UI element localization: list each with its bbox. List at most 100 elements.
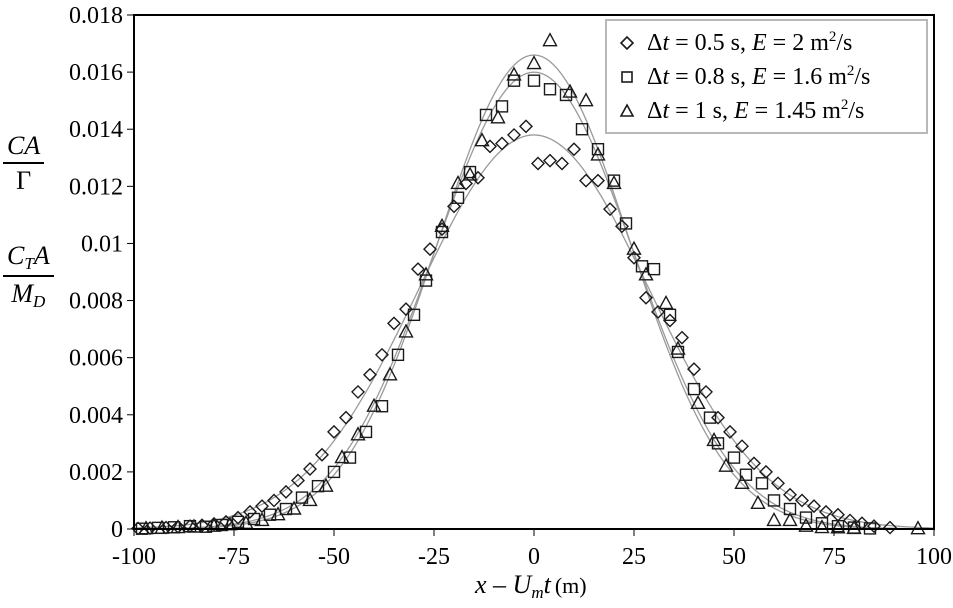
square-point [527,74,541,87]
diamond-point [507,127,521,142]
triangle-point [606,175,622,190]
square-point [591,143,605,156]
square-point [279,502,293,516]
triangle-point [302,491,318,507]
diamond-point [567,142,581,157]
y-tick-label: 0.006 [69,346,123,372]
diamond-point [243,504,257,519]
square-point [199,520,213,533]
axes: 0 0.002 0.004 0.006 0.008 0.01 0.012 0.014 0.016… [69,3,952,570]
x-tick-label: 100 [916,544,952,570]
y-label-numerator-2: CTA [3,243,54,277]
diamond-point [579,173,593,188]
legend-item-dt05: Δt = 0.5 s, E = 2 m2/s [607,27,852,59]
square-point [507,74,521,87]
x-label-subscript: m [531,583,544,602]
triangle-point [334,449,350,464]
square-point [327,465,341,479]
diamond-point [375,347,389,362]
y-label-a: A [33,241,50,270]
triangle-point [206,517,222,532]
square-point [635,260,649,273]
square-point [619,217,633,230]
diamond-point [627,250,641,265]
y-label-m: M [11,279,34,308]
triangle-point [450,175,466,190]
triangle-point [638,266,654,281]
y-label-m-subscript: D [33,292,46,311]
triangle-marker-icon [607,103,647,119]
square-point [711,437,725,450]
diamond-point [411,262,425,277]
y-tick-label: 0 [111,517,123,543]
diamond-point [723,424,737,439]
x-tick-label: 0 [528,544,540,570]
y-tick-label: 0.016 [69,60,123,86]
diamond-point [771,476,785,491]
legend-label: Δt = 0.8 s, E = 1.6 m2/s [647,63,871,90]
triangle-point [382,366,398,381]
x-label-minus: – [486,570,513,599]
fit-curve [133,71,935,530]
diamond-point [795,493,809,508]
triangle-point [462,166,478,181]
square-point [343,451,357,464]
triangle-point [590,146,606,161]
diamond-point [483,139,497,154]
triangle-point [366,397,382,412]
diamond-point [231,510,245,525]
triangle-point [910,520,926,535]
square-point [755,477,769,490]
diamond-point [327,424,341,439]
triangle-point [286,500,302,515]
diamond-point [883,520,897,535]
triangle-point [782,511,798,527]
y-axis-label-normalized: CTA MD [3,243,54,310]
triangle-point [690,394,706,410]
legend: Δt = 0.5 s, E = 2 m2/s Δt = 0.8 s, E = 1… [605,19,928,134]
square-point [703,411,717,424]
x-tick-label: 75 [822,544,846,570]
square-point [263,508,277,521]
triangle-point [506,66,522,81]
triangle-point [318,477,334,492]
triangle-point [734,474,750,490]
triangle-point [798,517,814,532]
diamond-point [639,290,653,305]
square-marker-icon [607,69,647,85]
diamond-point [603,202,617,217]
y-tick-label: 0.01 [81,231,123,257]
diamond-point [279,484,293,499]
square-point [419,274,433,287]
diamond-point [591,173,605,188]
y-label-c: C [7,241,25,270]
y-tick-label: 0.008 [69,289,123,315]
triangle-point [270,506,286,521]
triangle-point [434,217,450,233]
y-tick-label: 0.014 [69,117,123,143]
triangle-point [418,266,434,281]
y-label-numerator: CA [3,133,45,164]
diamond-point [807,499,821,514]
square-point [375,400,389,413]
triangle-point [138,520,154,535]
diamond-point [519,119,533,134]
y-tick-label: 0.012 [69,174,123,200]
diamond-point [315,447,329,462]
triangle-point [626,240,642,255]
square-point [647,262,661,276]
square-point [391,348,405,362]
triangle-point [350,426,366,441]
y-tick-label: 0.002 [69,460,123,486]
diamond-point [651,304,665,319]
square-point [311,479,325,493]
diamond-point [711,410,725,425]
y-tick-label: 0.018 [69,3,123,29]
square-point [575,123,589,136]
diamond-point [363,367,377,382]
triangle-point [670,340,686,355]
square-point [451,191,465,204]
diamond-point [531,156,545,171]
triangle-point [474,132,490,147]
triangle-point [830,519,846,534]
